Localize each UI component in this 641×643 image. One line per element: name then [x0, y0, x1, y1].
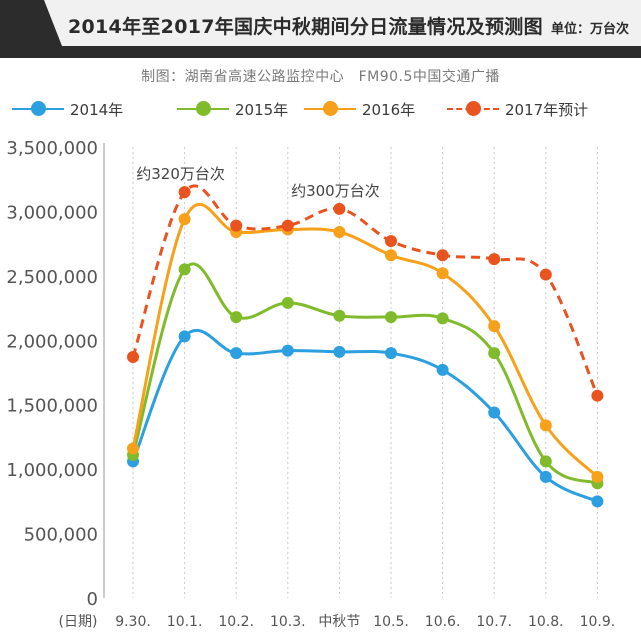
- x-tick-label: 10.5.: [373, 614, 409, 630]
- series-line-0: [131, 328, 599, 503]
- annotation-label: 约320万台次: [136, 165, 225, 183]
- data-point-1: [539, 455, 552, 468]
- data-point-2: [436, 267, 449, 280]
- y-tick-label: 3,500,000: [6, 138, 98, 159]
- data-point-3: [436, 249, 449, 262]
- y-tick-label: 2,000,000: [6, 331, 98, 352]
- x-tick-label: 10.7.: [476, 614, 512, 630]
- data-point-0: [591, 495, 604, 508]
- y-tick-label: 2,500,000: [6, 267, 98, 288]
- x-tick-label: 10.9.: [580, 614, 616, 630]
- data-point-1: [281, 296, 294, 309]
- legend-label: 2016年: [362, 101, 416, 119]
- data-point-0: [333, 345, 346, 358]
- data-point-0: [230, 347, 243, 360]
- y-tick-label: 1,500,000: [6, 396, 98, 417]
- x-tick-label: 10.3.: [270, 614, 306, 630]
- x-tick-label: 中秋节: [318, 614, 360, 630]
- data-point-2: [591, 470, 604, 483]
- data-point-3: [488, 253, 501, 266]
- data-point-1: [230, 311, 243, 324]
- data-point-3: [178, 186, 191, 199]
- y-tick-label: 500,000: [24, 525, 98, 546]
- data-point-1: [436, 312, 449, 325]
- x-tick-label: 9.30.: [115, 614, 151, 630]
- x-axis-label: (日期): [59, 614, 98, 630]
- legend-dot-icon: [323, 101, 338, 116]
- data-point-0: [385, 347, 397, 360]
- y-tick-label: 3,000,000: [6, 202, 98, 223]
- data-point-2: [178, 213, 191, 226]
- data-point-2: [488, 320, 501, 333]
- data-point-2: [539, 419, 552, 432]
- data-point-0: [539, 470, 552, 483]
- legend-dot-icon: [466, 101, 481, 116]
- data-point-1: [385, 311, 397, 324]
- legend: 2014年 2015年 2016年 2017年预计: [12, 97, 632, 121]
- x-tick-label: 10.2.: [218, 614, 254, 630]
- y-tick-label: 1,000,000: [6, 460, 98, 481]
- data-point-0: [488, 406, 501, 419]
- data-point-3: [385, 235, 397, 248]
- data-point-2: [127, 442, 139, 455]
- series-line-3: [131, 184, 599, 397]
- chart-title: 2014年至2017年国庆中秋期间分日流量情况及预测图: [68, 16, 543, 38]
- x-tick-label: 10.1.: [167, 614, 203, 630]
- data-point-0: [281, 344, 294, 357]
- data-point-3: [127, 351, 139, 364]
- series-line-2: [131, 202, 599, 478]
- x-tick-label: 10.6.: [425, 614, 461, 630]
- legend-label: 2017年预计: [505, 101, 589, 119]
- data-point-0: [436, 363, 449, 376]
- data-point-1: [178, 263, 191, 276]
- title-band: [44, 0, 641, 46]
- annotation-label: 约300万台次: [291, 182, 380, 200]
- y-tick-label: 0: [87, 589, 98, 610]
- series-line-1: [131, 262, 598, 485]
- data-point-0: [178, 330, 191, 343]
- legend-label: 2014年: [70, 101, 124, 119]
- legend-dot-icon: [196, 101, 211, 116]
- data-point-2: [385, 249, 397, 262]
- data-point-1: [333, 309, 346, 322]
- x-tick-label: 10.8.: [528, 614, 564, 630]
- unit-label: 单位：万台次: [550, 22, 629, 37]
- data-point-3: [539, 268, 552, 281]
- source-credit: 制图：湖南省高速公路监控中心 FM90.5中国交通广播: [141, 69, 500, 85]
- data-point-3: [591, 389, 604, 402]
- legend-label: 2015年: [235, 101, 289, 119]
- data-point-1: [488, 347, 501, 360]
- data-point-3: [333, 202, 346, 215]
- data-point-2: [333, 226, 346, 239]
- data-point-3: [281, 219, 294, 232]
- data-point-3: [230, 219, 243, 232]
- legend-dot-icon: [31, 101, 46, 116]
